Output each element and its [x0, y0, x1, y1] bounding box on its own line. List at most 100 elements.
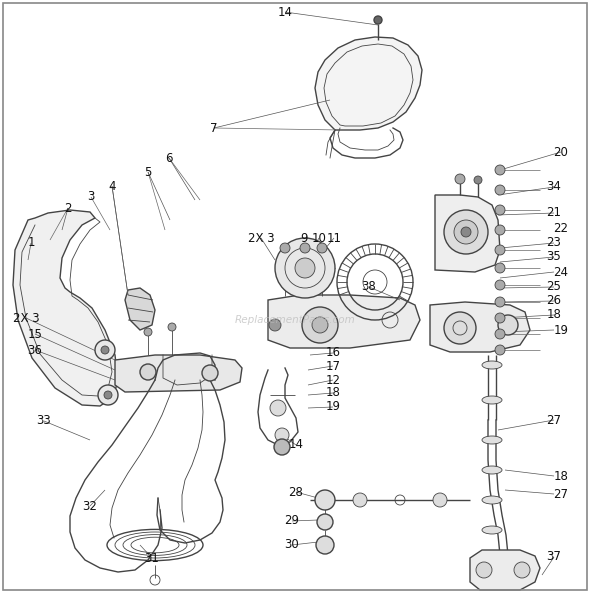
- Text: ReplacementParts.com: ReplacementParts.com: [235, 315, 355, 325]
- Polygon shape: [13, 210, 118, 406]
- Text: 19: 19: [553, 324, 569, 336]
- Text: 18: 18: [546, 308, 562, 321]
- Text: 34: 34: [546, 180, 562, 193]
- Text: 14: 14: [277, 5, 293, 18]
- Circle shape: [168, 323, 176, 331]
- Text: 5: 5: [145, 165, 152, 178]
- Circle shape: [315, 490, 335, 510]
- Polygon shape: [115, 355, 242, 392]
- Circle shape: [202, 365, 218, 381]
- Text: 23: 23: [546, 237, 562, 250]
- Circle shape: [461, 227, 471, 237]
- Polygon shape: [430, 302, 530, 352]
- Circle shape: [302, 307, 338, 343]
- Text: 6: 6: [165, 151, 173, 164]
- Circle shape: [269, 319, 281, 331]
- Text: 3: 3: [87, 190, 94, 203]
- Text: 27: 27: [553, 487, 569, 500]
- Circle shape: [495, 263, 505, 273]
- Circle shape: [495, 225, 505, 235]
- Text: 7: 7: [210, 122, 218, 135]
- Circle shape: [280, 243, 290, 253]
- Text: 10: 10: [312, 231, 326, 244]
- Circle shape: [444, 312, 476, 344]
- Polygon shape: [315, 37, 422, 130]
- Ellipse shape: [482, 361, 502, 369]
- Circle shape: [495, 165, 505, 175]
- Text: 17: 17: [326, 359, 340, 372]
- Circle shape: [444, 210, 488, 254]
- Text: 28: 28: [289, 486, 303, 499]
- Text: 25: 25: [546, 280, 562, 294]
- Circle shape: [144, 328, 152, 336]
- Circle shape: [317, 514, 333, 530]
- Text: 2: 2: [64, 202, 72, 215]
- Circle shape: [495, 297, 505, 307]
- Circle shape: [353, 493, 367, 507]
- Polygon shape: [435, 195, 500, 272]
- Circle shape: [495, 313, 505, 323]
- Text: 32: 32: [83, 499, 97, 512]
- Text: 27: 27: [546, 413, 562, 426]
- Text: 16: 16: [326, 346, 340, 359]
- Circle shape: [454, 220, 478, 244]
- Circle shape: [295, 258, 315, 278]
- Text: 2X 3: 2X 3: [248, 231, 274, 244]
- Text: 31: 31: [145, 551, 159, 565]
- Text: 2X 3: 2X 3: [13, 311, 40, 324]
- Text: 18: 18: [326, 387, 340, 400]
- Text: 37: 37: [546, 550, 562, 563]
- Text: 18: 18: [553, 470, 568, 483]
- Circle shape: [316, 536, 334, 554]
- Text: 29: 29: [284, 515, 300, 528]
- Circle shape: [274, 439, 290, 455]
- Circle shape: [104, 391, 112, 399]
- Circle shape: [495, 280, 505, 290]
- Text: 21: 21: [546, 206, 562, 219]
- Circle shape: [275, 238, 335, 298]
- Text: 24: 24: [553, 266, 569, 279]
- Ellipse shape: [482, 526, 502, 534]
- Text: 33: 33: [37, 415, 51, 428]
- Circle shape: [495, 329, 505, 339]
- Circle shape: [498, 315, 518, 335]
- Circle shape: [495, 185, 505, 195]
- Circle shape: [433, 493, 447, 507]
- Polygon shape: [470, 550, 540, 590]
- Circle shape: [95, 340, 115, 360]
- Circle shape: [317, 243, 327, 253]
- Ellipse shape: [482, 436, 502, 444]
- Text: 12: 12: [326, 374, 340, 387]
- Text: 38: 38: [362, 280, 376, 294]
- Text: 9: 9: [300, 231, 308, 244]
- Text: 30: 30: [284, 538, 299, 551]
- Polygon shape: [125, 288, 155, 330]
- Text: 1: 1: [27, 237, 35, 250]
- Circle shape: [98, 385, 118, 405]
- Text: 14: 14: [289, 438, 303, 451]
- Circle shape: [476, 562, 492, 578]
- Circle shape: [374, 16, 382, 24]
- Circle shape: [495, 245, 505, 255]
- Text: 35: 35: [546, 250, 561, 263]
- Circle shape: [275, 428, 289, 442]
- Circle shape: [140, 364, 156, 380]
- Ellipse shape: [482, 466, 502, 474]
- Ellipse shape: [482, 396, 502, 404]
- Text: 4: 4: [108, 180, 116, 193]
- Circle shape: [514, 562, 530, 578]
- Polygon shape: [268, 295, 420, 348]
- Circle shape: [495, 205, 505, 215]
- Ellipse shape: [482, 496, 502, 504]
- Circle shape: [101, 346, 109, 354]
- Circle shape: [312, 317, 328, 333]
- Text: 19: 19: [326, 400, 340, 413]
- Text: 22: 22: [553, 222, 569, 234]
- Circle shape: [495, 345, 505, 355]
- Text: 26: 26: [546, 295, 562, 308]
- Text: 15: 15: [28, 327, 42, 340]
- Text: 36: 36: [28, 343, 42, 356]
- Circle shape: [270, 400, 286, 416]
- Text: 11: 11: [326, 231, 342, 244]
- Circle shape: [474, 176, 482, 184]
